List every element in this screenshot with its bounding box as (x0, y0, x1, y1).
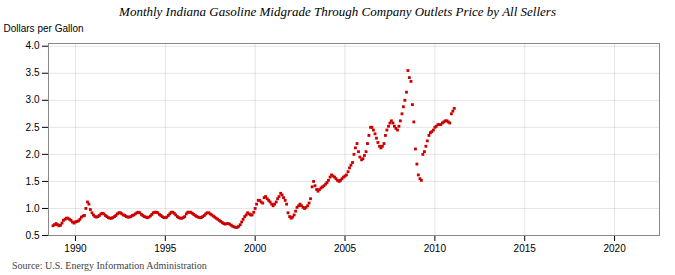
svg-text:2005: 2005 (334, 243, 357, 254)
svg-text:1995: 1995 (154, 243, 177, 254)
svg-text:0.5: 0.5 (26, 230, 40, 241)
svg-text:1990: 1990 (64, 243, 87, 254)
svg-text:3.0: 3.0 (26, 94, 40, 105)
svg-text:Dollars per Gallon: Dollars per Gallon (4, 23, 84, 34)
html-text:Monthly Indiana Gasoline Midgr: Monthly Indiana Gasoline Midgrade Throug… (119, 4, 556, 19)
svg-text:4.0: 4.0 (26, 40, 40, 51)
svg-text:2015: 2015 (514, 243, 537, 254)
svg-text:2.5: 2.5 (26, 122, 40, 133)
svg-text:2020: 2020 (603, 243, 626, 254)
svg-text:2000: 2000 (244, 243, 267, 254)
svg-text:3.5: 3.5 (26, 67, 40, 78)
svg-text:1.0: 1.0 (26, 203, 40, 214)
svg-text:2.0: 2.0 (26, 149, 40, 160)
html-text:Source: U.S. Energy Informatio: Source: U.S. Energy Information Administ… (12, 260, 207, 271)
svg-text:1.5: 1.5 (26, 176, 40, 187)
svg-text:2010: 2010 (424, 243, 447, 254)
